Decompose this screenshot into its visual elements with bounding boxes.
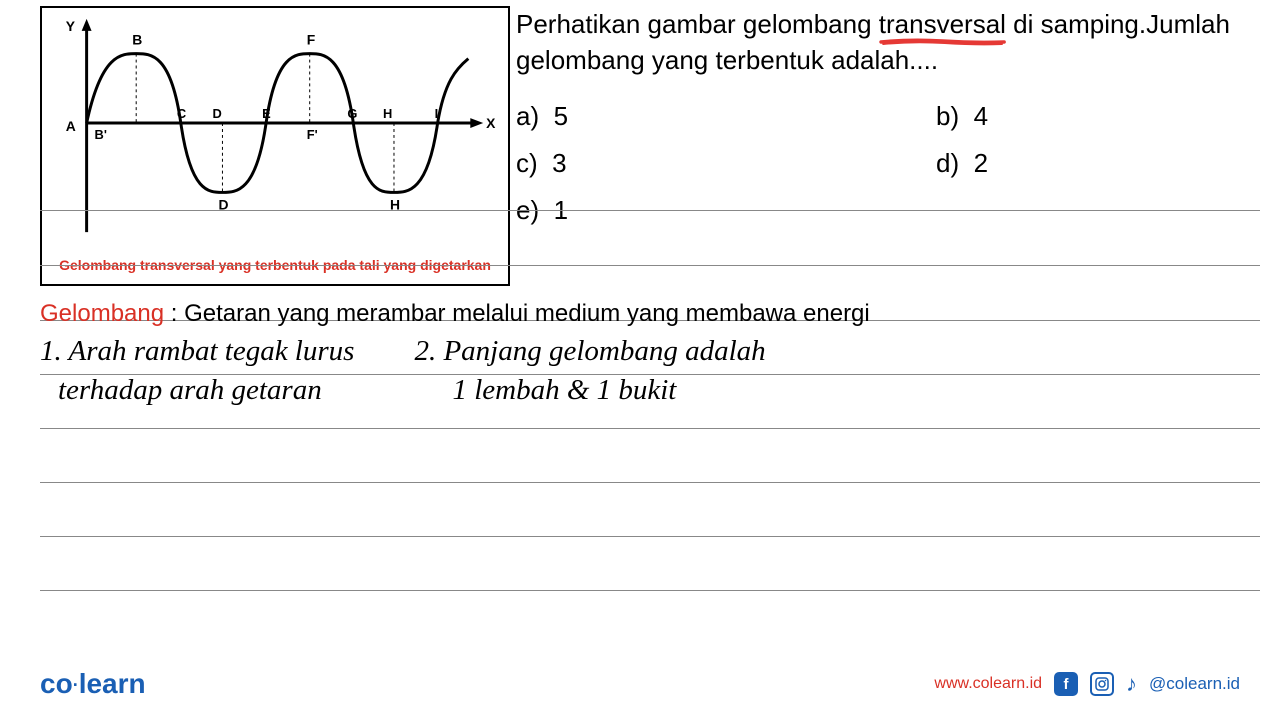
svg-text:F': F' (307, 127, 318, 142)
wave-svg: Y A X B F D H B' C D E F' G H (42, 8, 508, 248)
tiktok-icon[interactable]: ♪ (1126, 671, 1137, 697)
handwriting-note-1: 1. Arah rambat tegak lurus terhadap arah… (40, 332, 354, 410)
ruled-line (40, 210, 1260, 211)
definition-row: Gelombang : Getaran yang merambar melalu… (40, 300, 1260, 328)
svg-text:H: H (383, 106, 392, 121)
website-link[interactable]: www.colearn.id (934, 675, 1042, 693)
question-underlined: transversal (879, 6, 1006, 42)
options-list: a) 5 b) 4 c) 3 d) 2 e) 1 (516, 95, 1260, 232)
facebook-icon[interactable]: f (1054, 672, 1078, 696)
ruled-line (40, 428, 1260, 429)
handwriting-note-2: 2. Panjang gelombang adalah 1 lembah & 1… (414, 332, 765, 410)
handwriting-notes: 1. Arah rambat tegak lurus terhadap arah… (40, 332, 1260, 410)
question-block: Perhatikan gambar gelombang transversal … (510, 6, 1260, 286)
definition-text: : Getaran yang merambar melalui medium y… (164, 300, 870, 327)
social-handle: @colearn.id (1149, 674, 1240, 694)
svg-text:C: C (177, 106, 186, 121)
svg-text:B': B' (95, 127, 107, 142)
svg-text:D: D (213, 106, 222, 121)
brand-logo: co·learn (40, 668, 146, 700)
footer-right: www.colearn.id f ♪ @colearn.id (934, 671, 1240, 697)
svg-text:E: E (262, 106, 271, 121)
footer: co·learn www.colearn.id f ♪ @colearn.id (40, 668, 1240, 700)
svg-text:G: G (347, 106, 357, 121)
option-b[interactable]: b) 4 (936, 95, 988, 138)
axis-y-label: Y (66, 18, 76, 34)
definition-label: Gelombang (40, 300, 164, 327)
svg-text:F: F (307, 32, 315, 48)
axis-origin-label: A (66, 118, 76, 134)
svg-text:B: B (132, 32, 142, 48)
ruled-line (40, 265, 1260, 266)
question-pre: Perhatikan gambar gelombang (516, 9, 879, 39)
wave-diagram: Y A X B F D H B' C D E F' G H (40, 6, 510, 286)
svg-text:I: I (435, 106, 439, 121)
ruled-line (40, 482, 1260, 483)
option-c[interactable]: c) 3 (516, 142, 936, 185)
ruled-line (40, 590, 1260, 591)
underline-icon (879, 38, 1006, 46)
question-text: Perhatikan gambar gelombang transversal … (516, 6, 1260, 79)
ruled-line (40, 536, 1260, 537)
option-d[interactable]: d) 2 (936, 142, 988, 185)
instagram-icon[interactable] (1090, 672, 1114, 696)
option-a[interactable]: a) 5 (516, 95, 936, 138)
axis-x-label: X (486, 115, 496, 131)
